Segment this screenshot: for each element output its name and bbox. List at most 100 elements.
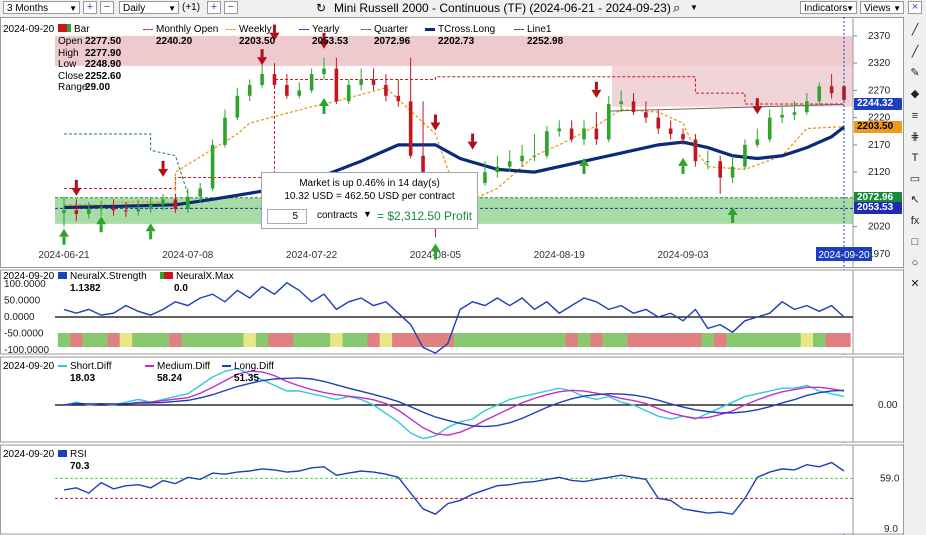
x-tick-label: 2024-06-21 [38, 250, 90, 261]
neuralx-band-cell [119, 333, 133, 347]
remove-bar-button[interactable]: − [224, 1, 238, 14]
cursor-date-label: 2024-09-20 [818, 250, 870, 261]
sell-arrow-shaft [433, 114, 437, 123]
chevron-down-icon[interactable]: ▼ [690, 3, 698, 12]
diff-legend-item: Medium.Diff [145, 361, 210, 372]
delete-drawings-icon[interactable]: ✕ [910, 278, 920, 290]
indicators-button[interactable]: Indicators ▼ [800, 1, 857, 14]
buy-arrow-icon [430, 243, 441, 252]
sell-arrow-shaft [755, 98, 759, 107]
pane-border [0, 356, 904, 443]
fibonacci-icon[interactable]: ≡ [911, 110, 919, 122]
chevron-down-icon[interactable]: ▼ [363, 209, 372, 219]
candle-body [718, 161, 722, 178]
legend-name: Yearly [312, 24, 340, 35]
long-diff-line [63, 377, 845, 428]
chart-area[interactable]: 1970202020702120217022202270232023702024… [0, 17, 904, 535]
candle-body [730, 166, 735, 178]
add-bar-button[interactable]: + [207, 1, 221, 14]
neuralx-band-cell [813, 333, 826, 347]
pencil-icon[interactable]: ✎ [910, 67, 920, 79]
legend-name: Quarter [374, 24, 408, 35]
gann-icon[interactable]: ⋕ [910, 131, 920, 143]
text-tool-icon[interactable]: T [911, 152, 919, 164]
zoom-out-button[interactable]: − [100, 1, 114, 14]
neuralx-tick-label: 50.0000 [4, 296, 41, 307]
close-icon[interactable]: × [908, 1, 922, 14]
search-icon[interactable]: ⌕ [673, 0, 681, 15]
candle-body [743, 144, 747, 167]
neuralx-tick-label: -50.0000 [4, 329, 44, 340]
candle-body [396, 95, 401, 102]
pane-border [0, 444, 904, 535]
buy-arrow-icon [678, 157, 689, 166]
candle-body [198, 188, 202, 197]
callout-icon[interactable]: ▭ [909, 173, 921, 185]
candle-body [260, 74, 264, 85]
candle-body [520, 155, 524, 162]
neuralx-band-cell [454, 333, 467, 347]
neuralx-band-cell [379, 333, 393, 347]
contracts-quantity-input[interactable]: 5 [267, 209, 307, 224]
candle-body [136, 209, 141, 212]
fx-icon[interactable]: fx [910, 215, 920, 227]
quarter-step-line [64, 133, 189, 195]
range-label: 3 Months [7, 3, 49, 14]
refresh-icon[interactable]: ↻ [316, 1, 327, 15]
line-tool-icon[interactable]: ╱ [911, 24, 919, 36]
chevron-down-icon: ▼ [846, 4, 854, 13]
legend-item: Yearly [299, 24, 339, 35]
rectangle-icon[interactable]: □ [911, 236, 919, 248]
candle-body [285, 84, 289, 96]
neuralx-band-cell [404, 333, 418, 347]
neuralx-band-cell [194, 333, 207, 347]
market-change-text: Market is up 0.46% in 14 day(s) [299, 178, 440, 189]
resistance-zone-upper [612, 65, 853, 107]
neuralx-band-cell [206, 333, 220, 347]
neuralx-band-cell [330, 333, 344, 347]
swatch-icon [58, 365, 67, 368]
neuralx-band-cell [664, 333, 678, 347]
neuralx-band-cell [218, 333, 232, 347]
neuralx-max-label: NeuralX.Max [160, 271, 234, 282]
legend-swatch-icon [514, 28, 524, 30]
y-tick-label: 2220 [868, 113, 891, 124]
ohlc-value: 2248.90 [85, 59, 122, 70]
diff-legend-item: Long.Diff [222, 361, 274, 372]
neuralx-band-cell [144, 333, 158, 347]
ellipse-icon[interactable]: ○ [911, 257, 919, 269]
ray-tool-icon[interactable]: ╱ [911, 46, 919, 58]
neuralx-band-cell [689, 333, 703, 347]
sell-arrow-icon [158, 168, 169, 177]
neuralx-band-cell [676, 333, 690, 347]
neuralx-strength-value: 1.1382 [70, 283, 101, 294]
toolbar: 3 Months ▼ + − Daily ▼ (+1) + − ↻ Mini Rus… [0, 0, 926, 18]
line1 [608, 103, 845, 112]
neuralx-band-cell [652, 333, 665, 347]
views-button[interactable]: Views ▼ [860, 1, 904, 14]
ohlc-value: 2277.90 [85, 47, 122, 59]
sell-arrow-shaft [322, 32, 326, 41]
interval-select[interactable]: Daily ▼ [119, 1, 179, 14]
fill-icon[interactable]: ◆ [910, 88, 920, 100]
rsi-value: 70.3 [70, 461, 90, 472]
neuralx-band-cell [107, 333, 121, 347]
sell-arrow-icon [71, 187, 82, 196]
x-tick-label: 2024-09-03 [657, 250, 709, 261]
diff-legend-item: Short.Diff [58, 361, 112, 372]
neuralx-band-cell [565, 333, 579, 347]
neuralx-band-cell [837, 333, 851, 347]
neuralx-band-cell [70, 333, 84, 347]
neuralx-band-cell [738, 333, 752, 347]
candle-body [384, 84, 388, 96]
legend-value: 2203.50 [239, 36, 276, 47]
swatch-icon [58, 272, 67, 279]
neuralx-band-cell [627, 333, 641, 347]
neuralx-tick-label: -100.0000 [4, 345, 49, 356]
buy-arrow-shaft [99, 224, 103, 233]
buy-arrow-icon [727, 206, 738, 215]
range-select[interactable]: 3 Months ▼ [3, 1, 80, 14]
zoom-in-button[interactable]: + [83, 1, 97, 14]
arrow-icon[interactable]: ↖ [910, 194, 920, 206]
rsi-line [63, 461, 845, 515]
